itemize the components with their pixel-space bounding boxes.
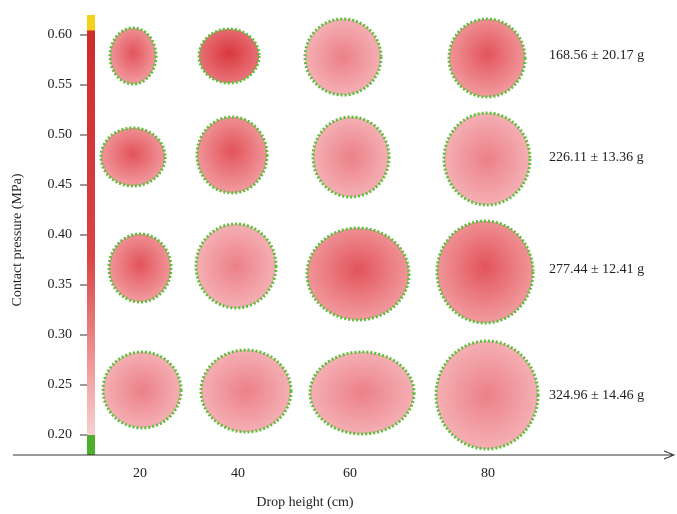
pressure-map xyxy=(449,19,525,97)
x-tick-label: 60 xyxy=(343,466,357,481)
pressure-map xyxy=(201,350,291,432)
y-tick-label: 0.40 xyxy=(48,227,73,242)
pressure-map xyxy=(305,19,381,95)
pressure-map xyxy=(307,228,409,320)
y-tick-label: 0.20 xyxy=(48,427,73,442)
pressure-map xyxy=(196,224,276,308)
pressure-map xyxy=(437,221,533,323)
x-axis-title: Drop height (cm) xyxy=(256,495,354,510)
color-bar xyxy=(87,15,95,455)
y-tick-label: 0.45 xyxy=(48,177,73,192)
y-tick-label: 0.25 xyxy=(48,377,73,392)
pressure-map xyxy=(110,28,156,84)
blobs xyxy=(101,19,538,449)
chart: Contact pressure (MPa) Drop height (cm) … xyxy=(0,0,677,514)
pressure-map xyxy=(444,113,530,205)
row-label: 277.44 ± 12.41 g xyxy=(549,262,644,277)
pressure-map xyxy=(199,29,259,83)
pressure-map xyxy=(101,128,165,186)
pressure-map xyxy=(436,341,538,449)
x-tick-label: 80 xyxy=(481,466,495,481)
y-tick-label: 0.50 xyxy=(48,127,73,142)
y-tick-label: 0.60 xyxy=(48,27,73,42)
y-axis-title: Contact pressure (MPa) xyxy=(10,173,25,306)
x-tick-label: 40 xyxy=(231,466,245,481)
pressure-map xyxy=(313,117,389,197)
pressure-map xyxy=(197,117,267,193)
y-tick-label: 0.55 xyxy=(48,77,73,92)
row-label: 226.11 ± 13.36 g xyxy=(549,150,644,165)
row-label: 324.96 ± 14.46 g xyxy=(549,388,644,403)
pressure-map xyxy=(103,352,181,428)
pressure-map xyxy=(310,352,414,434)
row-label: 168.56 ± 20.17 g xyxy=(549,48,644,63)
x-tick-label: 20 xyxy=(133,466,147,481)
pressure-map xyxy=(109,234,171,302)
y-tick-label: 0.35 xyxy=(48,277,73,292)
y-tick-label: 0.30 xyxy=(48,327,73,342)
